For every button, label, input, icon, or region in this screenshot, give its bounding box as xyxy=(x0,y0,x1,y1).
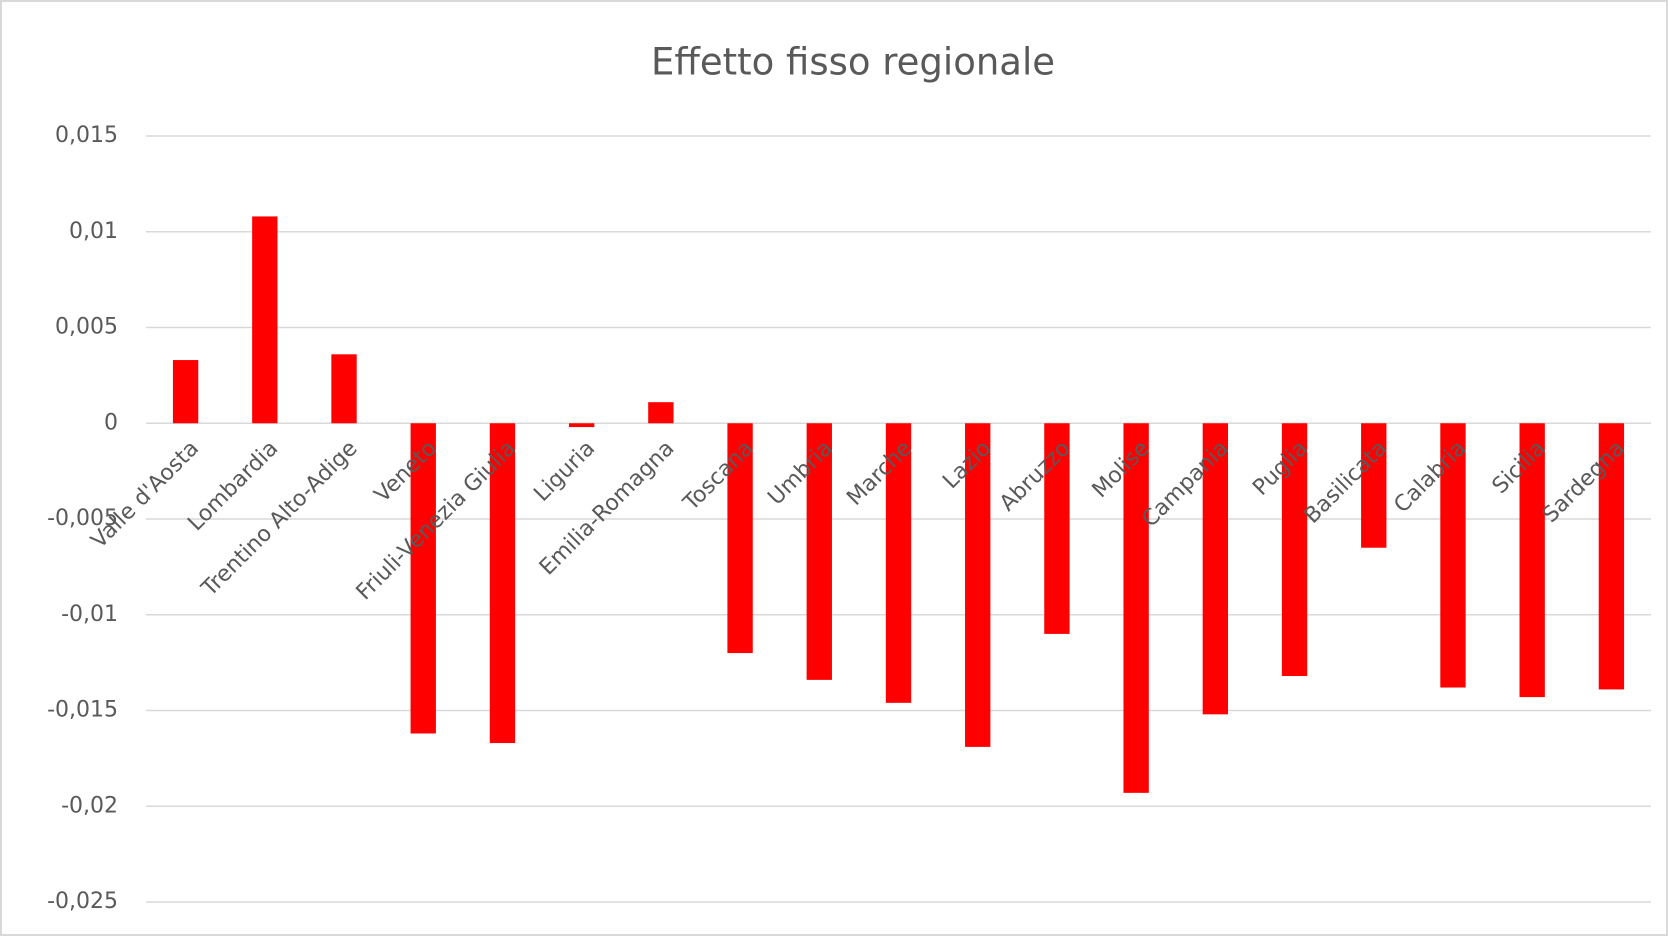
bar xyxy=(648,402,674,424)
bar xyxy=(1440,423,1466,688)
chart-title: Effetto fisso regionale xyxy=(651,41,1055,84)
bar xyxy=(1519,423,1545,698)
y-tick-label: -0,01 xyxy=(61,602,118,627)
bar xyxy=(885,423,912,703)
bar xyxy=(410,423,436,734)
y-tick-label: 0,005 xyxy=(55,315,118,340)
bar xyxy=(1598,423,1625,690)
bar xyxy=(727,423,753,654)
bar xyxy=(1202,423,1229,715)
bar xyxy=(489,423,516,744)
bar xyxy=(1361,423,1387,548)
y-tick-label: -0,005 xyxy=(47,506,118,531)
y-tick-label: -0,02 xyxy=(61,793,118,818)
bar xyxy=(252,216,278,424)
bar xyxy=(1044,423,1070,634)
bar xyxy=(806,423,832,680)
y-tick-label: -0,025 xyxy=(47,889,118,914)
y-tick-label: 0,01 xyxy=(69,219,118,244)
bar xyxy=(1123,423,1149,793)
bar xyxy=(965,423,991,747)
y-tick-label: 0,015 xyxy=(55,123,118,148)
y-tick-label: 0 xyxy=(104,410,118,435)
bar xyxy=(172,360,199,424)
y-tick-label: -0,015 xyxy=(47,698,118,723)
bar xyxy=(331,354,357,424)
bar xyxy=(568,423,595,428)
bar xyxy=(1281,423,1308,677)
